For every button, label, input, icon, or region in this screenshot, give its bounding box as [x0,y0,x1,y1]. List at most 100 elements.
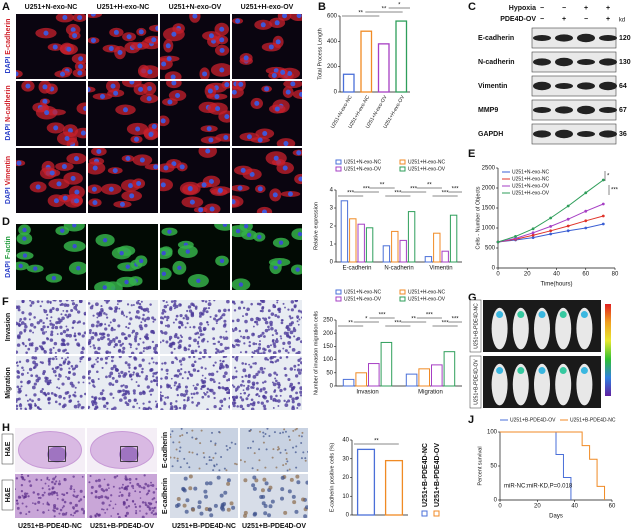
x-tick-label: 0 [498,504,502,510]
cell [197,500,202,505]
cell [209,513,214,518]
cell [24,407,27,410]
cell [93,346,97,350]
point [601,214,605,218]
cell [269,395,273,399]
cell [130,378,133,381]
panel-letter: B [318,1,326,13]
cell [267,309,271,313]
band-kd: 67 [619,107,627,114]
cell [139,351,143,354]
micrograph [160,14,230,79]
cell [144,335,149,340]
cell [18,320,21,323]
nucleus [166,56,172,62]
cell [201,384,205,388]
cell [150,380,153,383]
nucleus [137,43,143,49]
nucleus [102,237,108,243]
cell [202,356,206,359]
cell [170,386,173,389]
cell [262,351,266,354]
cell [80,507,84,511]
nucleus [232,199,236,205]
cell [240,335,243,338]
micrograph [15,474,85,518]
cell [144,323,148,328]
cell [232,385,236,389]
y-tick-label: 50 [490,464,497,470]
y-tick-label: 100 [323,357,334,363]
cell [255,372,259,377]
cell [16,506,20,510]
nucleus [102,285,107,290]
row-label: H&E [5,441,12,456]
cell [280,496,285,501]
cell [132,304,135,307]
cell [264,357,268,361]
cell [133,366,137,370]
cell [58,480,61,482]
y-tick-label: 40 [342,438,349,444]
cell [224,336,229,341]
cell [261,309,264,313]
cell [292,500,297,505]
cell [77,343,81,347]
cell [166,324,171,328]
nucleus [53,198,59,204]
cell [17,495,21,499]
cell [193,486,198,491]
cell [192,325,196,329]
cell [224,386,229,391]
cell [174,318,178,321]
cell [27,474,30,478]
column-header: U251+H-exo-OV [241,4,294,11]
cell [144,503,148,507]
cell [192,392,196,396]
micrograph [170,474,238,518]
cell [213,404,217,409]
cell [178,406,182,410]
cell [237,306,242,310]
cell [70,309,74,312]
panel-letter: F [2,296,9,308]
cell [104,512,107,514]
panel-letter: D [2,216,10,228]
cell [54,400,58,404]
cell [160,178,173,192]
y-tick-label: 1 [330,242,334,248]
cell [259,366,264,371]
cell [160,341,162,344]
cell [170,351,174,354]
row-label: DAPI F-actin [5,236,12,278]
cell [216,475,221,480]
cell [123,487,127,491]
nucleus [219,47,225,53]
cell [265,399,269,403]
cell [196,453,199,456]
nucleus [215,106,221,112]
cell [128,311,131,314]
cell [82,322,86,325]
cell [129,374,132,378]
cell [249,446,252,449]
cell [23,492,27,496]
cell [103,478,106,481]
cell [263,367,266,370]
cell [212,456,215,459]
cell [163,315,167,319]
cell [251,332,255,337]
image-content [88,148,158,208]
cell [257,346,262,350]
y-axis-label: Cells - Number of Objects [475,186,481,249]
cell [293,368,296,371]
cell [243,510,248,515]
cell [97,346,101,351]
cell [266,344,270,349]
image-content [90,431,154,469]
mouse [491,307,508,350]
image-content [243,474,308,518]
cell [174,408,178,410]
cell [56,498,59,500]
row-label: H&E [5,487,12,502]
